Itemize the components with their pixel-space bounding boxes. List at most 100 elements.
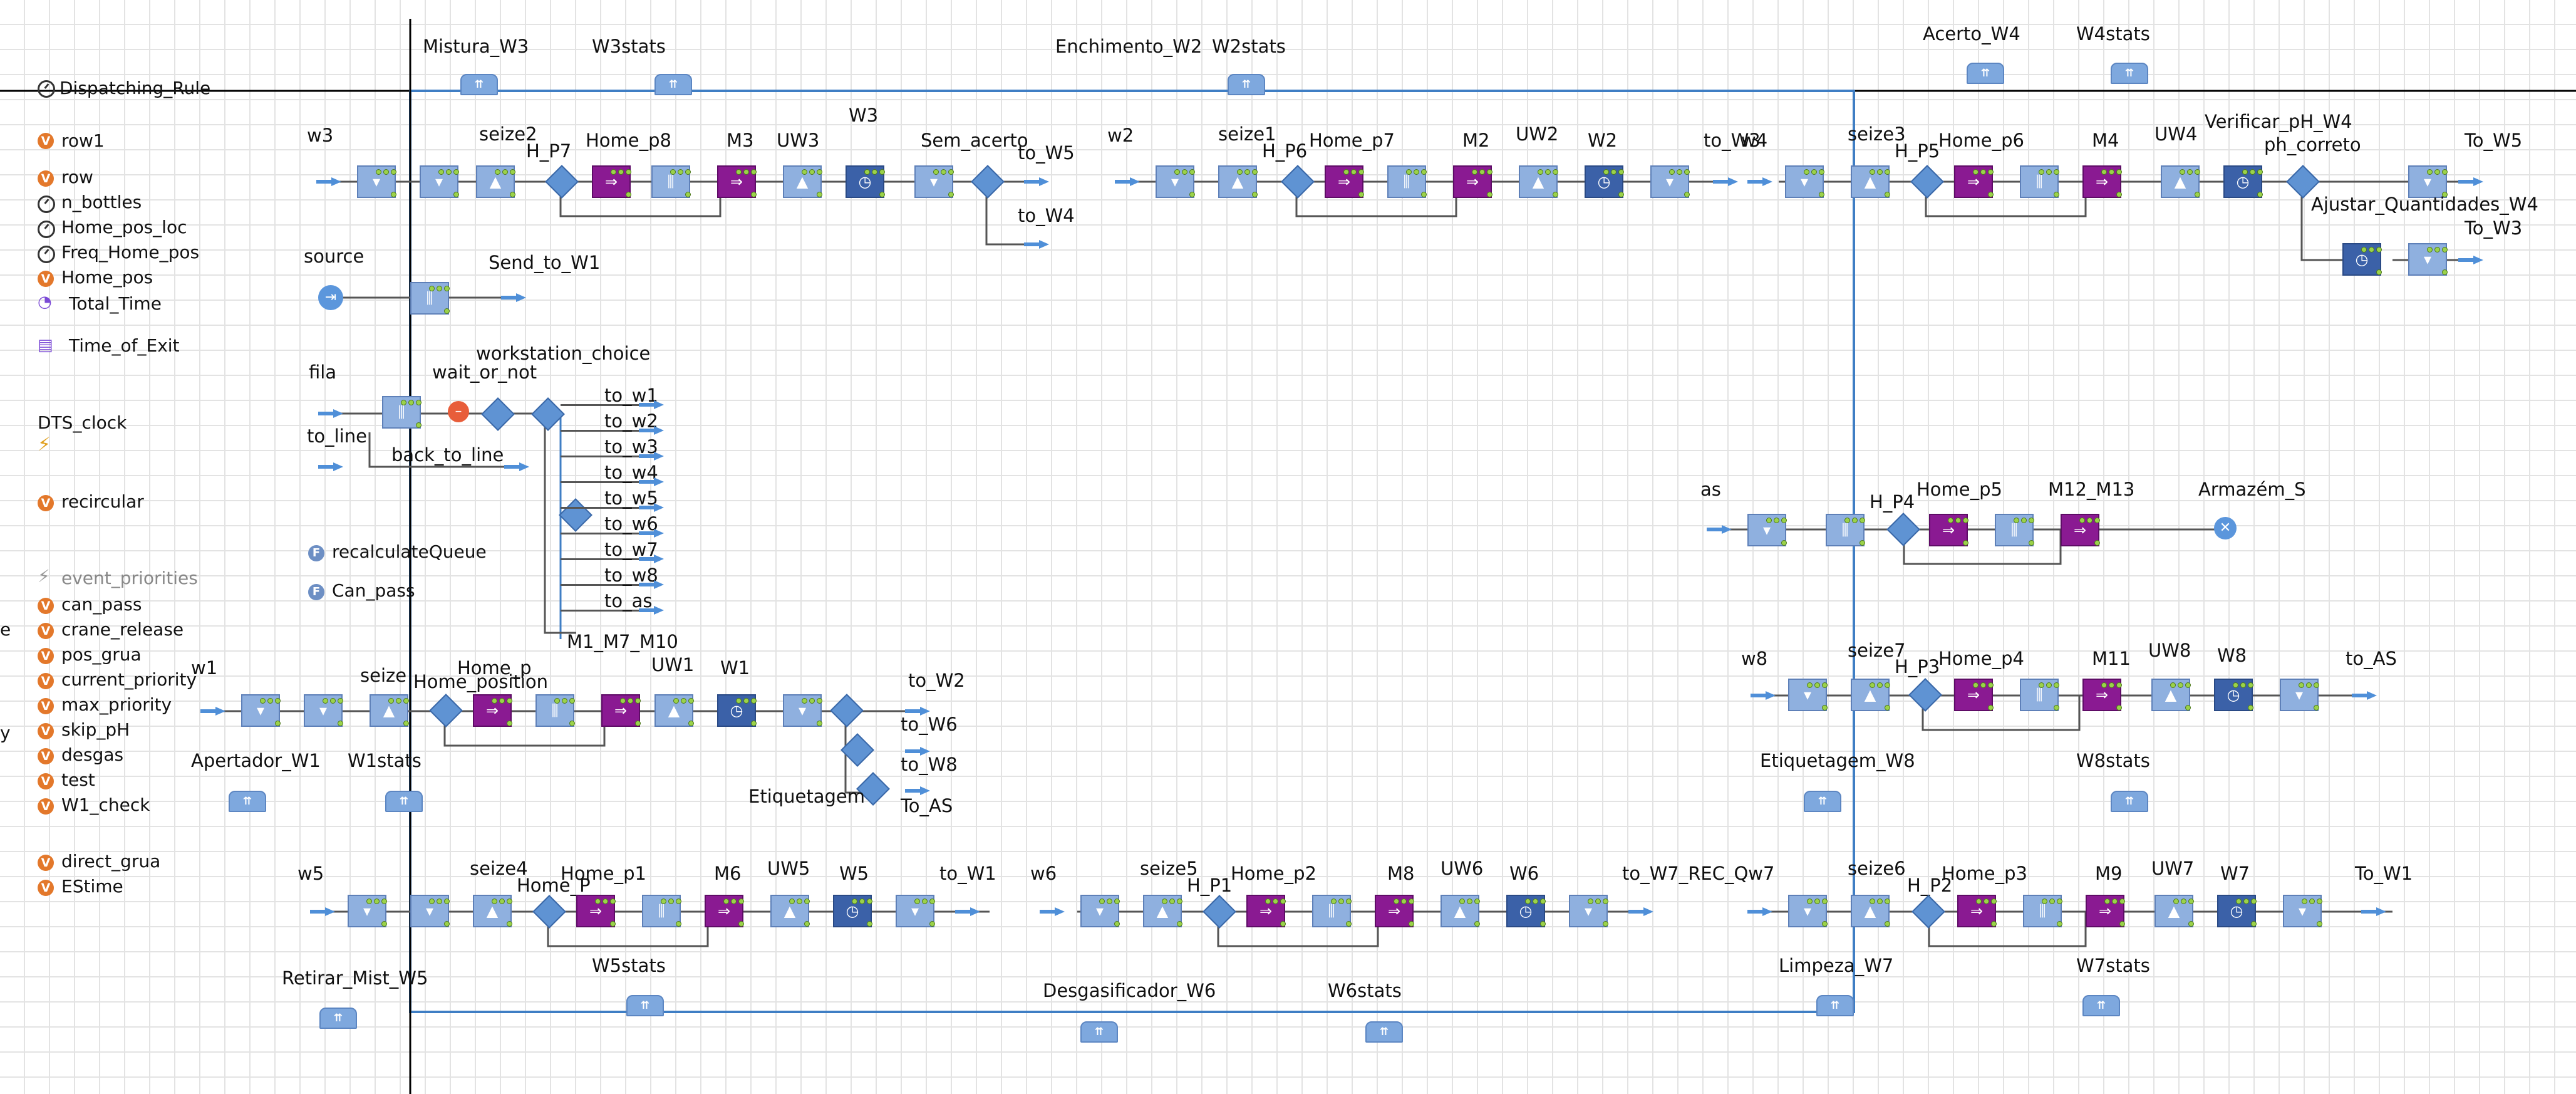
sidebar-item-estime[interactable]: EStime xyxy=(61,876,123,897)
sidebar-item-freq-home-pos[interactable]: Freq_Home_pos xyxy=(61,242,200,263)
statistics-block-icon[interactable]: ⇈ xyxy=(2082,995,2120,1016)
exit-arrow-icon[interactable] xyxy=(639,529,664,538)
sidebar-item-variable[interactable]: current_priority xyxy=(61,669,197,690)
sidebar-item-variable[interactable]: skip_pH xyxy=(61,719,130,740)
enter-arrow-icon[interactable] xyxy=(1115,177,1140,186)
sidebar-item-variable[interactable]: max_priority xyxy=(61,694,172,715)
select-output-diamond[interactable] xyxy=(1910,165,1944,199)
exit-arrow-icon[interactable] xyxy=(639,400,664,409)
queue-block[interactable]: ▾ xyxy=(1569,895,1608,927)
enter-arrow-icon[interactable] xyxy=(1747,177,1772,186)
function-recalculate-queue[interactable]: recalculateQueue xyxy=(332,541,487,562)
release-block[interactable]: ▲ xyxy=(1441,895,1480,927)
sidebar-item-time-of-exit[interactable]: Time_of_Exit xyxy=(69,335,180,356)
release-block[interactable]: ▲ xyxy=(1519,165,1558,198)
queue-block[interactable]: ▾ xyxy=(357,165,396,198)
enter-arrow-icon[interactable] xyxy=(316,177,341,186)
statistics-block-icon[interactable]: ⇈ xyxy=(1228,74,1265,95)
seize-block[interactable]: ▲ xyxy=(473,895,512,927)
exit-arrow-icon[interactable] xyxy=(639,555,664,563)
queue-block[interactable]: ▾ xyxy=(1788,679,1828,711)
exit-arrow-icon[interactable] xyxy=(639,606,664,615)
queue-block[interactable]: ▾ xyxy=(1650,165,1690,198)
hold-icon[interactable]: – xyxy=(448,401,469,422)
exit-arrow-icon[interactable] xyxy=(1024,240,1049,249)
queue-block[interactable]: ▾ xyxy=(420,165,459,198)
queue-block[interactable]: ▾ xyxy=(2283,895,2322,927)
queue-block[interactable]: ▾ xyxy=(1785,165,1824,198)
select-output-diamond[interactable] xyxy=(531,397,565,431)
select-output-diamond[interactable] xyxy=(545,165,579,199)
select-output-diamond[interactable] xyxy=(532,895,566,929)
exit-arrow-icon[interactable] xyxy=(1024,177,1049,186)
sidebar-item-variable[interactable]: crane_release xyxy=(61,619,184,640)
sidebar-item-variable[interactable]: can_pass xyxy=(61,594,142,615)
release-block[interactable]: ▲ xyxy=(783,165,822,198)
sidebar-item-variable[interactable]: desgas xyxy=(61,744,124,765)
release-block[interactable]: ▲ xyxy=(2151,679,2191,711)
seize-block[interactable]: ▲ xyxy=(1218,165,1258,198)
queue-block[interactable]: ▾ xyxy=(304,694,343,727)
exit-arrow-icon[interactable] xyxy=(504,462,529,471)
move-block[interactable]: ⇒ xyxy=(2061,514,2100,546)
queue-block[interactable]: ▾ xyxy=(1156,165,1195,198)
select-output-diamond[interactable] xyxy=(1908,678,1942,712)
move-block[interactable]: ⇒ xyxy=(705,895,744,927)
exit-arrow-icon[interactable] xyxy=(2361,907,2386,916)
enter-arrow-icon[interactable] xyxy=(318,409,343,418)
move-block[interactable]: ⇒ xyxy=(2086,895,2125,927)
move-block[interactable]: ⇒ xyxy=(717,165,757,198)
function-can-pass[interactable]: Can_pass xyxy=(332,580,415,601)
move-block[interactable]: ⇒ xyxy=(1325,165,1364,198)
exit-arrow-icon[interactable] xyxy=(1713,177,1738,186)
seize-block[interactable]: ▲ xyxy=(476,165,515,198)
exit-arrow-icon[interactable] xyxy=(905,786,930,795)
queue-block[interactable]: ⫼ xyxy=(1387,165,1427,198)
select-output-diamond[interactable] xyxy=(559,498,592,532)
sidebar-item-variable[interactable]: test xyxy=(61,769,95,790)
exit-arrow-icon[interactable] xyxy=(905,747,930,756)
statistics-block-icon[interactable]: ⇈ xyxy=(1365,1021,1403,1043)
move-block[interactable]: ⇒ xyxy=(1453,165,1492,198)
statistics-block-icon[interactable]: ⇈ xyxy=(1804,791,1841,812)
sidebar-item-event-priorities[interactable]: event_priorities xyxy=(61,568,198,588)
delay-block[interactable]: ◷ xyxy=(1506,895,1546,927)
move-block[interactable]: ⇒ xyxy=(1375,895,1414,927)
release-block[interactable]: ▲ xyxy=(654,694,694,727)
delay-block[interactable]: ◷ xyxy=(833,895,872,927)
select-output-diamond[interactable] xyxy=(1281,165,1315,199)
statistics-block-icon[interactable]: ⇈ xyxy=(229,791,266,812)
enter-arrow-icon[interactable] xyxy=(1040,907,1065,916)
statistics-block-icon[interactable]: ⇈ xyxy=(626,995,664,1016)
exit-arrow-icon[interactable] xyxy=(1628,907,1653,916)
delay-block[interactable]: ◷ xyxy=(2342,243,2382,276)
sink-icon[interactable]: ✕ xyxy=(2214,517,2237,539)
statistics-block-icon[interactable]: ⇈ xyxy=(460,74,498,95)
queue-block[interactable]: ⫼ xyxy=(1312,895,1352,927)
queue-block[interactable]: ▾ xyxy=(241,694,281,727)
enter-arrow-icon[interactable] xyxy=(1707,525,1732,534)
queue-block[interactable]: ⫼ xyxy=(1826,514,1865,546)
delay-block[interactable]: ◷ xyxy=(846,165,885,198)
sidebar-item-home-pos[interactable]: Home_pos xyxy=(61,267,153,288)
release-block[interactable]: ▲ xyxy=(2154,895,2194,927)
select-output-diamond[interactable] xyxy=(830,694,864,727)
select-output-diamond[interactable] xyxy=(481,397,515,431)
move-block[interactable]: ⇒ xyxy=(1957,895,1997,927)
queue-block[interactable]: ▾ xyxy=(2408,165,2448,198)
move-block[interactable]: ⇒ xyxy=(1954,679,1994,711)
source-icon[interactable]: ⇥ xyxy=(318,285,343,310)
sidebar-item-direct-grua[interactable]: direct_grua xyxy=(61,851,161,872)
move-block[interactable]: ⇒ xyxy=(1929,514,1968,546)
sidebar-item-variable[interactable]: W1_check xyxy=(61,794,150,815)
exit-arrow-icon[interactable] xyxy=(639,452,664,461)
exit-arrow-icon[interactable] xyxy=(639,580,664,589)
enter-arrow-icon[interactable] xyxy=(310,907,335,916)
statistics-block-icon[interactable]: ⇈ xyxy=(319,1008,357,1029)
statistics-block-icon[interactable]: ⇈ xyxy=(1967,63,2004,84)
queue-block[interactable]: ▾ xyxy=(783,694,822,727)
sidebar-item-variable[interactable]: pos_grua xyxy=(61,644,142,665)
exit-arrow-icon[interactable] xyxy=(2352,691,2377,700)
exit-arrow-icon[interactable] xyxy=(905,707,930,716)
queue-block[interactable]: ▾ xyxy=(914,165,954,198)
